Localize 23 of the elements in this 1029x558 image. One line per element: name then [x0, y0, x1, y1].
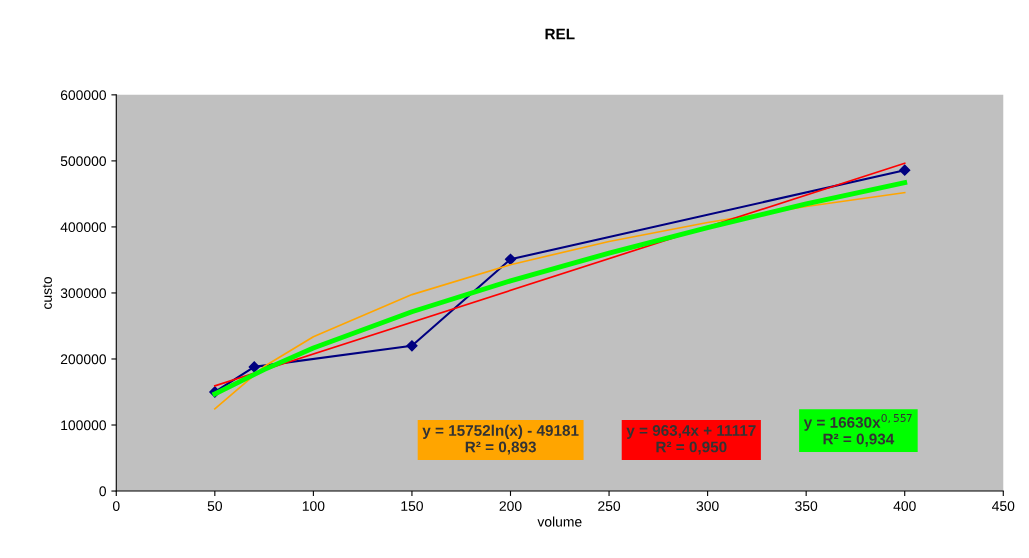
y-tick-label: 300000 — [60, 288, 107, 299]
x-tick-label: 400 — [893, 501, 916, 511]
x-tick-label: 350 — [795, 501, 818, 511]
chart-title: REL — [545, 28, 575, 40]
x-tick-label: 250 — [598, 501, 621, 511]
x-tick-label: 200 — [499, 501, 522, 511]
x-tick-label: 0 — [112, 501, 120, 511]
y-tick-label: 600000 — [60, 90, 107, 101]
x-tick-label: 100 — [302, 501, 325, 511]
annotation: y = 15752ln(x) - 49181 R² = 0,893 — [422, 424, 579, 455]
y-axis-title: custo — [42, 276, 52, 309]
annotation: y = 963,4x + 11117 R² = 0,950 — [626, 425, 756, 455]
x-axis-title: volume — [537, 516, 582, 527]
x-tick-label: 300 — [696, 501, 719, 511]
y-tick-label: 400000 — [60, 222, 107, 233]
y-tick-label: 200000 — [60, 354, 107, 365]
x-tick-label: 450 — [992, 501, 1015, 511]
x-tick-label: 150 — [401, 501, 423, 511]
y-tick-label: 100000 — [61, 420, 107, 431]
y-tick-label: 500000 — [60, 156, 107, 167]
annotation: y = 16630x$^{0,557}$ R² = 0,934 — [803, 413, 912, 447]
y-tick-label: 0 — [99, 486, 107, 497]
x-tick-label: 50 — [207, 501, 223, 511]
